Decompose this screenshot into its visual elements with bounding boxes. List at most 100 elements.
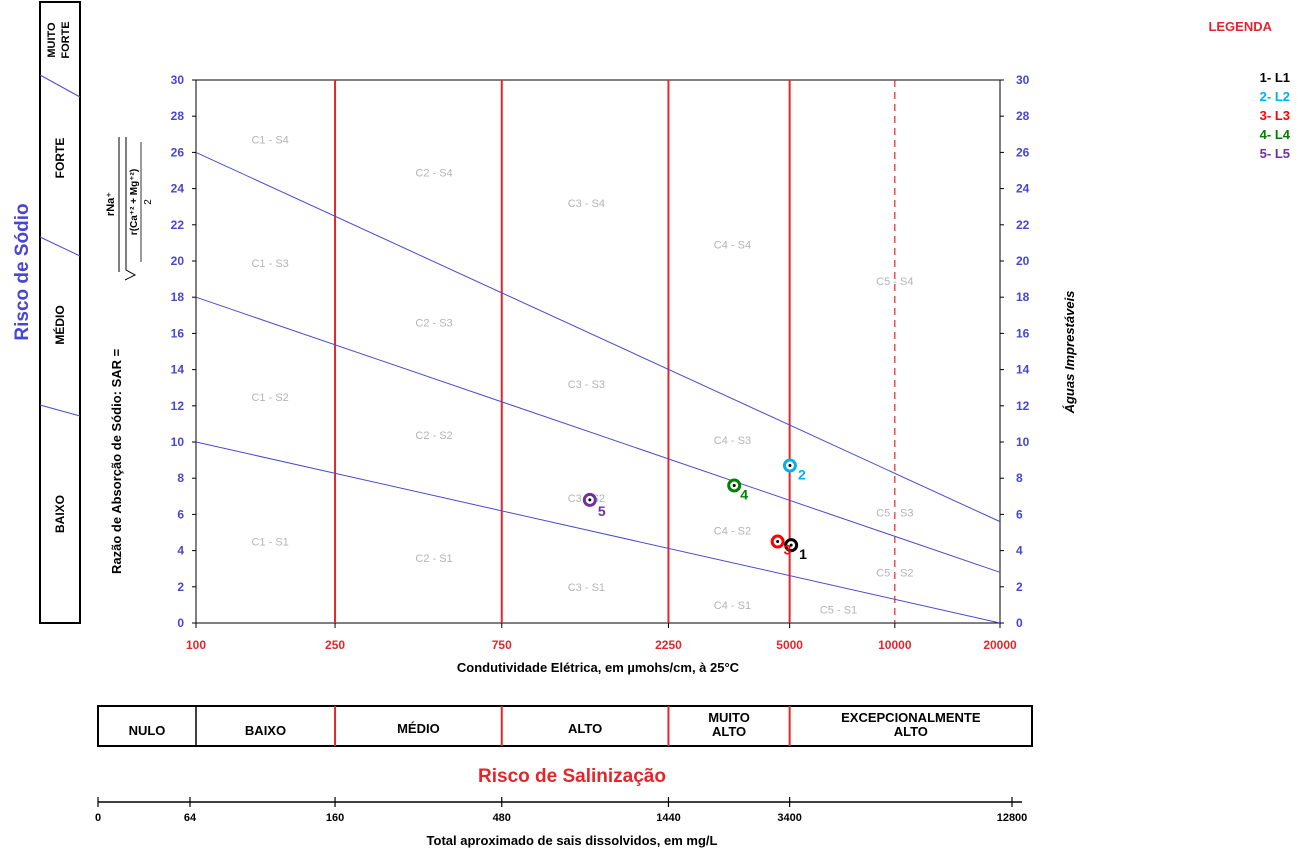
data-point-center <box>789 543 793 547</box>
region-label: C1 - S1 <box>251 537 288 549</box>
data-point-label: 1 <box>799 546 807 562</box>
salinity-risk-level: ALTO <box>712 724 746 739</box>
y-tick-label-left: 18 <box>171 290 185 304</box>
data-point-center <box>776 540 780 544</box>
salinity-risk-title: Risco de Salinização <box>478 766 666 787</box>
sar-sqrt-sign <box>124 137 137 281</box>
y-tick-label-left: 8 <box>177 471 184 485</box>
y-tick-label-right: 22 <box>1016 218 1030 232</box>
data-point-label: 5 <box>598 503 606 519</box>
region-label: C4 - S2 <box>714 526 751 538</box>
y-tick-label-left: 20 <box>171 254 185 268</box>
y-tick-label-left: 28 <box>171 109 185 123</box>
x-axis-label: Condutividade Elétrica, em µmohs/cm, à 2… <box>457 660 740 675</box>
sodium-boundary-line <box>195 151 1001 523</box>
right-axis-label: Águas Imprestáveis <box>1062 291 1077 415</box>
sodium-boundary-line <box>195 441 1001 624</box>
sodium-risk-separator <box>39 236 81 257</box>
region-label: C5 - S2 <box>876 567 913 579</box>
x-tick-label: 20000 <box>983 638 1017 652</box>
salinity-risk-level: MUITO <box>708 710 750 725</box>
y-tick-label-right: 24 <box>1016 182 1030 196</box>
sar-denominator-top: r(Ca⁺² + Mg⁺²) <box>129 169 140 235</box>
y-tick-label-left: 2 <box>177 580 184 594</box>
y-tick-label-left: 22 <box>171 218 185 232</box>
legend-entry: 1- L1 <box>1260 70 1290 85</box>
legend-title: LEGENDA <box>1208 19 1272 34</box>
region-label: C5 - S3 <box>876 508 913 520</box>
y-tick-label-right: 28 <box>1016 109 1030 123</box>
y-tick-label-left: 12 <box>171 399 185 413</box>
salinity-risk-level: ALTO <box>894 724 928 739</box>
data-point-label: 4 <box>740 486 748 502</box>
y-tick-label-left: 30 <box>171 73 185 87</box>
sar-axis-label: Razão de Absorção de Sódio: SAR = <box>109 348 124 574</box>
sodium-risk-separator <box>39 404 81 417</box>
legend-entry: 3- L3 <box>1260 108 1290 123</box>
sodium-risk-box <box>39 1 81 624</box>
region-label: C1 - S3 <box>251 258 288 270</box>
tds-tick-label: 64 <box>184 812 197 824</box>
x-tick-label: 250 <box>325 638 345 652</box>
y-tick-label-right: 4 <box>1016 544 1023 558</box>
y-tick-label-right: 26 <box>1016 145 1030 159</box>
y-tick-label-left: 24 <box>171 182 185 196</box>
tds-tick-label: 480 <box>493 812 511 824</box>
region-label: C2 - S2 <box>415 430 452 442</box>
data-point-label: 3 <box>784 542 792 558</box>
x-tick-label: 5000 <box>776 638 803 652</box>
sodium-risk-level: FORTE <box>53 138 67 179</box>
x-tick-label: 750 <box>492 638 512 652</box>
tds-tick-label: 1440 <box>656 812 680 824</box>
y-tick-label-left: 10 <box>171 435 185 449</box>
data-point-center <box>588 498 592 502</box>
y-tick-label-right: 18 <box>1016 290 1030 304</box>
y-tick-label-left: 0 <box>177 616 184 630</box>
y-tick-label-left: 26 <box>171 145 185 159</box>
legend-entry: 2- L2 <box>1260 89 1290 104</box>
data-point-label: 2 <box>798 467 806 483</box>
sodium-risk-level-muito: MUITO <box>46 22 58 58</box>
y-tick-label-left: 14 <box>171 363 185 377</box>
y-tick-label-right: 20 <box>1016 254 1030 268</box>
y-tick-label-right: 2 <box>1016 580 1023 594</box>
y-tick-label-left: 16 <box>171 326 185 340</box>
plot-frame <box>195 79 1001 624</box>
region-label: C3 - S1 <box>568 582 605 594</box>
legend-entry: 5- L5 <box>1260 146 1290 161</box>
tds-tick-label: 12800 <box>997 812 1028 824</box>
region-label: C2 - S4 <box>415 167 452 179</box>
region-label: C1 - S2 <box>251 392 288 404</box>
region-label: C4 - S4 <box>714 240 751 252</box>
x-tick-label: 2250 <box>655 638 682 652</box>
salinity-risk-level: MÉDIO <box>397 721 440 736</box>
x-tick-label: 100 <box>186 638 206 652</box>
y-tick-label-right: 12 <box>1016 399 1030 413</box>
sodium-risk-separator <box>39 74 81 98</box>
y-tick-label-right: 0 <box>1016 616 1023 630</box>
salinity-risk-level: EXCEPCIONALMENTE <box>841 710 981 725</box>
tds-tick-label: 3400 <box>777 812 801 824</box>
region-label: C3 - S3 <box>568 379 605 391</box>
y-tick-label-right: 14 <box>1016 363 1030 377</box>
tds-tick-label: 160 <box>326 812 344 824</box>
tds-tick-label: 0 <box>95 812 101 824</box>
region-label: C4 - S3 <box>714 435 751 447</box>
salinity-risk-bar <box>97 705 1033 747</box>
y-tick-label-left: 6 <box>177 507 184 521</box>
sodium-boundary-line <box>195 296 1001 573</box>
sodium-risk-title: Risco de Sódio <box>12 203 33 340</box>
salinity-risk-level: NULO <box>129 723 166 738</box>
region-label: C5 - S1 <box>820 604 857 616</box>
y-tick-label-right: 10 <box>1016 435 1030 449</box>
sar-numerator: rNa⁺ <box>105 192 117 216</box>
y-tick-label-right: 30 <box>1016 73 1030 87</box>
data-point-center <box>788 464 792 468</box>
salinity-risk-level: ALTO <box>568 721 602 736</box>
y-tick-label-right: 8 <box>1016 471 1023 485</box>
region-label: C5 - S4 <box>876 276 913 288</box>
sar-axis-label-group: Razão de Absorção de Sódio: SAR = rNa⁺ r(C… <box>105 137 154 574</box>
x-tick-label: 10000 <box>878 638 912 652</box>
region-label: C2 - S1 <box>415 553 452 565</box>
